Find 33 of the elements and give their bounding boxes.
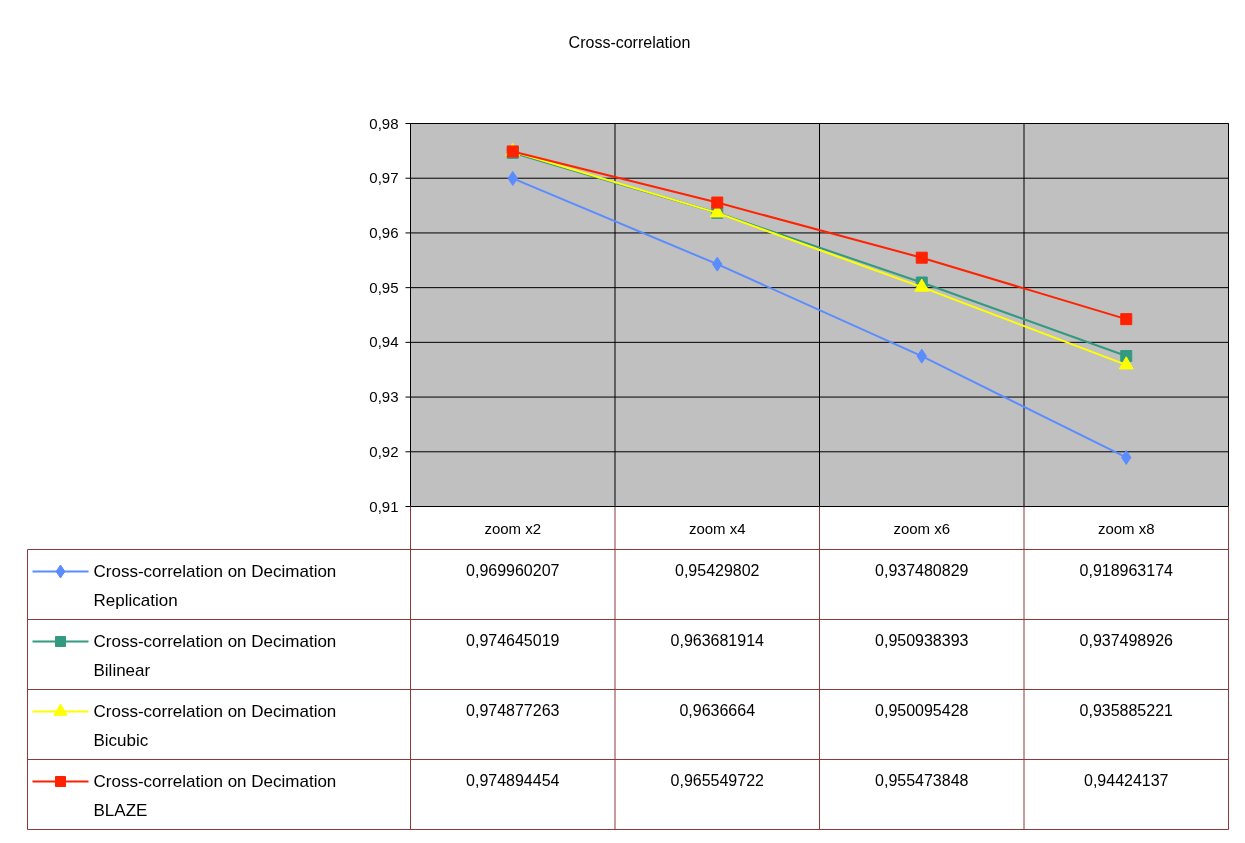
- data-label: 0,937498926: [1079, 631, 1174, 649]
- data-label: 0,9636664: [679, 701, 756, 719]
- y-tick-label: 0,98: [369, 114, 399, 132]
- data-label: 0,950095428: [875, 701, 969, 719]
- data-label: 0,974894454: [466, 771, 560, 789]
- data-label: 0,935885221: [1079, 701, 1174, 719]
- chart-title: Cross-correlation: [568, 34, 691, 51]
- x-tick-label: zoom x2: [484, 519, 542, 537]
- legend-label: Cross-correlation on Decimation Bicubic: [93, 702, 337, 750]
- y-tick-label: 0,91: [369, 497, 399, 515]
- data-label: 0,937480829: [875, 561, 969, 579]
- data-label: 0,969960207: [466, 561, 560, 579]
- data-label: 0,95429802: [674, 561, 760, 579]
- y-tick-label: 0,95: [369, 278, 399, 296]
- legend-label: Cross-correlation on Decimation Replication: [93, 562, 337, 610]
- data-label: 0,918963174: [1079, 561, 1174, 579]
- y-tick-label: 0,93: [369, 388, 399, 406]
- data-label: 0,950938393: [875, 631, 969, 649]
- legend-label: Cross-correlation on Decimation BLAZE: [93, 772, 337, 820]
- data-label: 0,974645019: [466, 631, 560, 649]
- x-tick-label: zoom x4: [688, 519, 746, 537]
- y-tick-label: 0,96: [369, 223, 399, 241]
- x-tick-label: zoom x8: [1097, 519, 1155, 537]
- data-label: 0,963681914: [670, 631, 765, 649]
- data-label: 0,955473848: [875, 771, 969, 789]
- legend-label: Cross-correlation on Decimation Bilinear: [93, 632, 337, 680]
- y-tick-label: 0,97: [369, 169, 399, 187]
- data-label: 0,974877263: [466, 701, 560, 719]
- x-tick-label: zoom x6: [893, 519, 951, 537]
- y-tick-label: 0,92: [369, 442, 399, 460]
- data-label: 0,965549722: [670, 771, 765, 789]
- y-tick-label: 0,94: [369, 333, 399, 351]
- data-label: 0,94424137: [1083, 771, 1169, 789]
